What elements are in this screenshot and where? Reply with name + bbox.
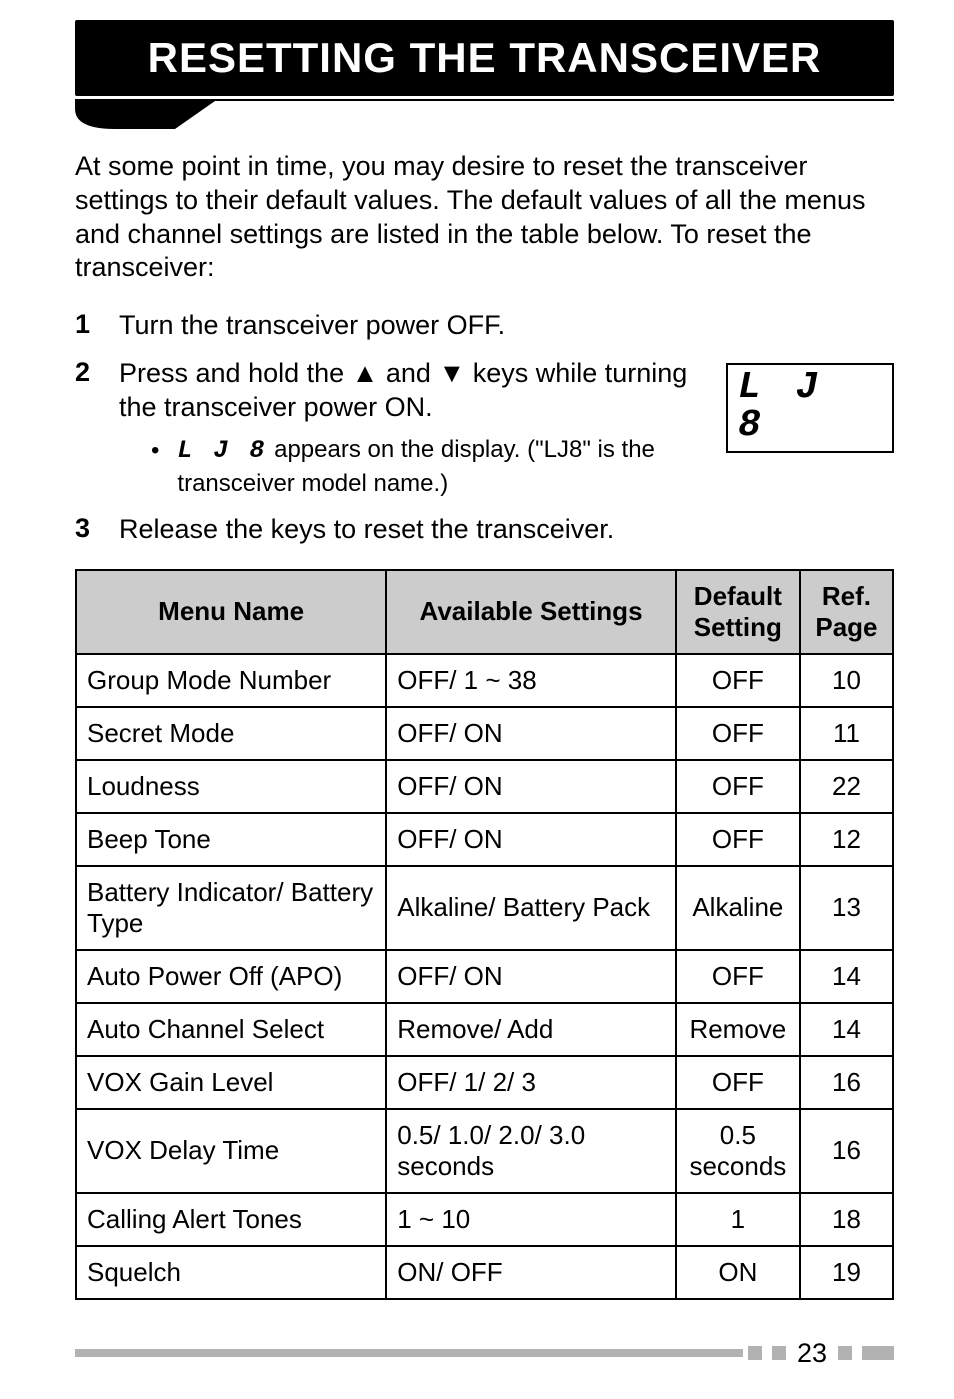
table-header-row: Menu Name Available Settings Default Set… bbox=[76, 570, 893, 654]
bullet-lcd-text: L J 8 bbox=[177, 436, 267, 465]
cell-default: Remove bbox=[676, 1003, 800, 1056]
table-row: Secret ModeOFF/ ONOFF11 bbox=[76, 707, 893, 760]
footer-bar-end bbox=[862, 1346, 894, 1360]
table-row: Beep ToneOFF/ ONOFF12 bbox=[76, 813, 893, 866]
cell-avail: 0.5/ 1.0/ 2.0/ 3.0 seconds bbox=[386, 1109, 676, 1193]
page: RESETTING THE TRANSCEIVER At some point … bbox=[0, 0, 954, 1399]
lcd-display: L J 8 bbox=[726, 363, 894, 453]
up-arrow-icon: ▲ bbox=[352, 358, 379, 388]
cell-default: 1 bbox=[676, 1193, 800, 1246]
cell-page: 19 bbox=[800, 1246, 893, 1299]
cell-page: 22 bbox=[800, 760, 893, 813]
cell-menu: Beep Tone bbox=[76, 813, 386, 866]
step-2-pre: Press and hold the bbox=[119, 358, 352, 388]
cell-default: OFF bbox=[676, 950, 800, 1003]
page-footer: 23 bbox=[75, 1338, 894, 1369]
table-row: Group Mode NumberOFF/ 1 ~ 38OFF10 bbox=[76, 654, 893, 707]
cell-avail: OFF/ ON bbox=[386, 707, 676, 760]
table-row: VOX Gain LevelOFF/ 1/ 2/ 3OFF16 bbox=[76, 1056, 893, 1109]
cell-menu: Calling Alert Tones bbox=[76, 1193, 386, 1246]
step-3-text: Release the keys to reset the transceive… bbox=[119, 513, 894, 547]
table-row: Auto Channel SelectRemove/ AddRemove14 bbox=[76, 1003, 893, 1056]
col-header-menu: Menu Name bbox=[76, 570, 386, 654]
step-1-number: 1 bbox=[75, 309, 119, 340]
cell-avail: Remove/ Add bbox=[386, 1003, 676, 1056]
cell-default: ON bbox=[676, 1246, 800, 1299]
footer-bar bbox=[75, 1349, 743, 1357]
step-3-number: 3 bbox=[75, 513, 119, 544]
cell-default: OFF bbox=[676, 1056, 800, 1109]
step-2-number: 2 bbox=[75, 357, 119, 388]
step-2-bullet-text: L J 8 appears on the display. ("LJ8" is … bbox=[177, 434, 708, 499]
cell-menu: Group Mode Number bbox=[76, 654, 386, 707]
cell-avail: 1 ~ 10 bbox=[386, 1193, 676, 1246]
curve-svg bbox=[75, 99, 894, 132]
cell-menu: Loudness bbox=[76, 760, 386, 813]
cell-avail: OFF/ 1/ 2/ 3 bbox=[386, 1056, 676, 1109]
cell-default: OFF bbox=[676, 760, 800, 813]
cell-menu: Auto Channel Select bbox=[76, 1003, 386, 1056]
step-2-body: Press and hold the ▲ and ▼ keys while tu… bbox=[119, 357, 894, 499]
cell-avail: Alkaline/ Battery Pack bbox=[386, 866, 676, 950]
cell-page: 14 bbox=[800, 950, 893, 1003]
header-curve bbox=[75, 104, 894, 132]
cell-page: 13 bbox=[800, 866, 893, 950]
step-2-mid: and bbox=[378, 358, 438, 388]
cell-page: 11 bbox=[800, 707, 893, 760]
bullet-icon: • bbox=[151, 434, 159, 468]
cell-menu: Secret Mode bbox=[76, 707, 386, 760]
cell-page: 16 bbox=[800, 1109, 893, 1193]
cell-page: 14 bbox=[800, 1003, 893, 1056]
col-header-avail: Available Settings bbox=[386, 570, 676, 654]
cell-page: 16 bbox=[800, 1056, 893, 1109]
footer-square-icon bbox=[748, 1346, 762, 1360]
intro-text: At some point in time, you may desire to… bbox=[75, 150, 894, 285]
cell-menu: VOX Gain Level bbox=[76, 1056, 386, 1109]
cell-avail: OFF/ 1 ~ 38 bbox=[386, 654, 676, 707]
steps-list: 1 Turn the transceiver power OFF. 2 Pres… bbox=[75, 309, 894, 547]
cell-menu: Squelch bbox=[76, 1246, 386, 1299]
down-arrow-icon: ▼ bbox=[438, 358, 465, 388]
cell-menu: Auto Power Off (APO) bbox=[76, 950, 386, 1003]
step-3: 3 Release the keys to reset the transcei… bbox=[75, 513, 894, 547]
table-row: Auto Power Off (APO)OFF/ ONOFF14 bbox=[76, 950, 893, 1003]
step-1-text: Turn the transceiver power OFF. bbox=[119, 309, 894, 343]
cell-default: 0.5 seconds bbox=[676, 1109, 800, 1193]
table-row: SquelchON/ OFFON19 bbox=[76, 1246, 893, 1299]
cell-menu: VOX Delay Time bbox=[76, 1109, 386, 1193]
col-header-def: Default Setting bbox=[676, 570, 800, 654]
col-header-page: Ref. Page bbox=[800, 570, 893, 654]
cell-page: 12 bbox=[800, 813, 893, 866]
cell-default: OFF bbox=[676, 654, 800, 707]
cell-page: 10 bbox=[800, 654, 893, 707]
lcd-display-text: L J 8 bbox=[738, 369, 882, 445]
step-1: 1 Turn the transceiver power OFF. bbox=[75, 309, 894, 343]
footer-square-icon bbox=[772, 1346, 786, 1360]
table-row: Battery Indicator/ Battery TypeAlkaline/… bbox=[76, 866, 893, 950]
cell-avail: ON/ OFF bbox=[386, 1246, 676, 1299]
table-row: LoudnessOFF/ ONOFF22 bbox=[76, 760, 893, 813]
settings-table: Menu Name Available Settings Default Set… bbox=[75, 569, 894, 1300]
cell-menu: Battery Indicator/ Battery Type bbox=[76, 866, 386, 950]
cell-default: OFF bbox=[676, 707, 800, 760]
cell-default: OFF bbox=[676, 813, 800, 866]
cell-default: Alkaline bbox=[676, 866, 800, 950]
step-2-bullet: • L J 8 appears on the display. ("LJ8" i… bbox=[151, 434, 708, 499]
cell-avail: OFF/ ON bbox=[386, 813, 676, 866]
cell-page: 18 bbox=[800, 1193, 893, 1246]
step-2: 2 Press and hold the ▲ and ▼ keys while … bbox=[75, 357, 894, 499]
table-row: Calling Alert Tones1 ~ 10118 bbox=[76, 1193, 893, 1246]
page-number: 23 bbox=[797, 1338, 827, 1369]
page-title: RESETTING THE TRANSCEIVER bbox=[75, 20, 894, 96]
cell-avail: OFF/ ON bbox=[386, 760, 676, 813]
table-row: VOX Delay Time0.5/ 1.0/ 2.0/ 3.0 seconds… bbox=[76, 1109, 893, 1193]
cell-avail: OFF/ ON bbox=[386, 950, 676, 1003]
footer-square-icon bbox=[838, 1346, 852, 1360]
